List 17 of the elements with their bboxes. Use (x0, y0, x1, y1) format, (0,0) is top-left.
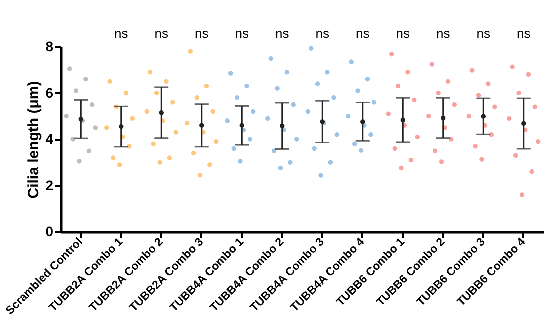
y-tick-label: 0 (46, 224, 54, 240)
text: ns (195, 26, 210, 41)
text: ns (356, 26, 370, 41)
text: ns (154, 26, 169, 41)
y-axis-title: Cilia length (μm) (26, 81, 43, 199)
text: ns (316, 26, 330, 41)
text: ns (396, 26, 410, 41)
text: ns (276, 26, 290, 41)
y-tick-label: 4 (46, 131, 54, 147)
text: ns (114, 26, 129, 41)
y-tick-label: 6 (46, 84, 54, 101)
text: ns (517, 26, 532, 41)
text: ns (476, 26, 491, 41)
text: ns (235, 26, 250, 41)
y-tick-label: 8 (46, 38, 54, 54)
text: ns (436, 26, 451, 41)
y-tick-label: 2 (46, 177, 54, 194)
